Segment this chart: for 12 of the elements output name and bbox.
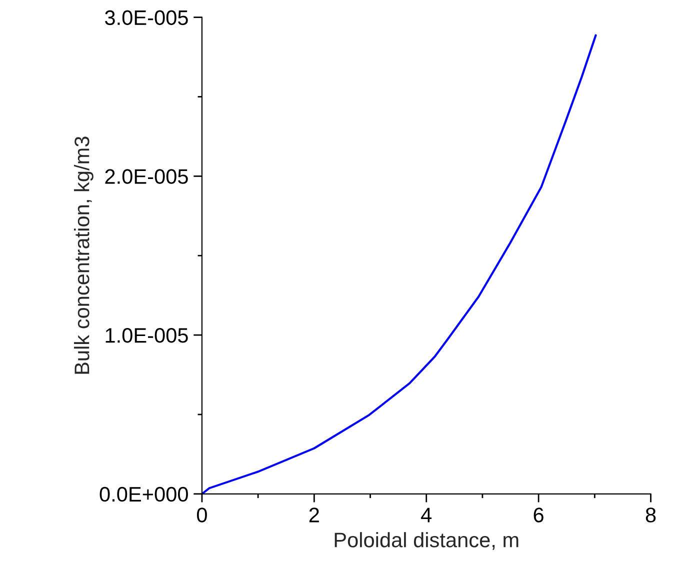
x-tick-label: 0 [196, 508, 207, 522]
x-tick-label: 2 [309, 508, 319, 522]
y-tick-label: 0.0E+000 [100, 486, 188, 502]
y-tick-label: 3.0E-005 [105, 10, 188, 26]
x-axis-title: Poloidal distance, m [334, 532, 518, 550]
x-tick-label: 6 [534, 508, 544, 522]
y-tick-label: 1.0E-005 [106, 328, 188, 343]
line-series [202, 34, 597, 494]
x-tick-label: 4 [421, 508, 432, 522]
y-axis-title: Bulk concentration, kg/m3 [74, 136, 94, 374]
x-tick-label: 8 [646, 508, 656, 522]
y-tick-label: 2.0E-005 [105, 169, 188, 184]
